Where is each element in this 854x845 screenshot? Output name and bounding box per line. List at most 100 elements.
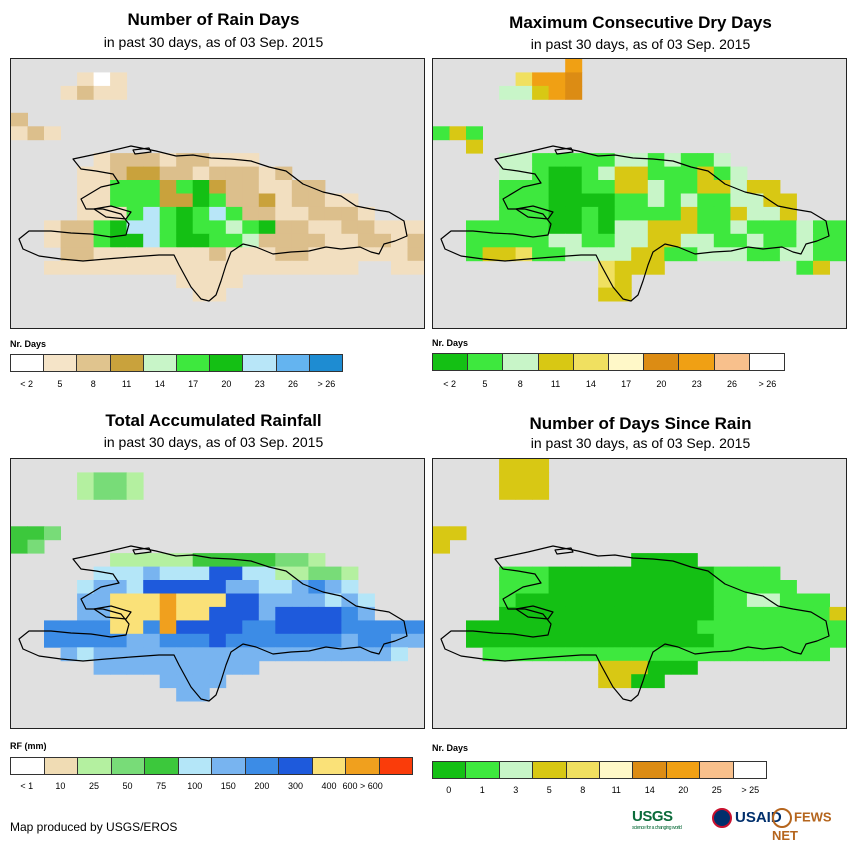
grid-cell bbox=[449, 526, 467, 541]
grid-cell bbox=[713, 166, 731, 181]
panel-title: Number of Days Since Rain bbox=[529, 414, 752, 433]
grid-cell bbox=[258, 647, 276, 662]
grid-cell bbox=[499, 566, 517, 581]
grid-cell bbox=[499, 647, 517, 662]
grid-cell bbox=[126, 472, 144, 487]
grid-cell bbox=[192, 566, 210, 581]
grid-cell bbox=[209, 580, 227, 594]
grid-cell bbox=[614, 660, 632, 675]
grid-cell bbox=[647, 553, 665, 567]
grid-cell bbox=[192, 647, 210, 662]
legend-tick-label: 200 bbox=[254, 781, 270, 791]
grid-cell bbox=[813, 593, 830, 608]
grid-cell bbox=[225, 166, 243, 181]
grid-cell bbox=[746, 193, 764, 208]
islet-outline bbox=[132, 147, 152, 155]
grid-cell bbox=[258, 193, 276, 208]
grid-cell bbox=[225, 566, 243, 581]
map-canvas bbox=[433, 59, 846, 302]
grid-cell bbox=[242, 260, 260, 275]
grid-cell bbox=[77, 206, 95, 221]
fews-net-logo: FEWS NET bbox=[772, 808, 844, 843]
grid-cell bbox=[60, 633, 78, 648]
grid-cell bbox=[209, 593, 227, 608]
grid-cell bbox=[308, 553, 326, 567]
legend-swatch bbox=[503, 354, 539, 370]
grid-cell bbox=[93, 166, 111, 181]
grid-cell bbox=[746, 606, 764, 621]
legend-tick-label: 14 bbox=[644, 785, 655, 795]
grid-cell bbox=[176, 166, 194, 181]
grid-cell bbox=[548, 220, 566, 235]
grid-cell bbox=[647, 606, 665, 621]
grid-cell bbox=[110, 260, 128, 275]
grid-cell bbox=[242, 220, 260, 235]
grid-cell bbox=[499, 220, 517, 235]
legend-bar bbox=[10, 757, 413, 775]
grid-cell bbox=[159, 593, 177, 608]
grid-cell bbox=[581, 606, 599, 621]
grid-cell bbox=[482, 233, 500, 248]
grid-cell bbox=[110, 553, 128, 567]
usgs-tagline: science for a changing world bbox=[632, 825, 682, 831]
grid-cell bbox=[176, 620, 194, 635]
grid-cell bbox=[341, 206, 359, 221]
legend-swatch bbox=[468, 354, 504, 370]
grid-cell bbox=[581, 166, 599, 181]
grid-cell bbox=[176, 153, 194, 167]
grid-cell bbox=[308, 593, 326, 608]
grid-cell bbox=[176, 674, 194, 689]
legend-bar bbox=[10, 354, 343, 372]
grid-cell bbox=[77, 85, 95, 100]
grid-cell bbox=[548, 647, 566, 662]
grid-cell bbox=[77, 247, 95, 262]
grid-cell bbox=[308, 620, 326, 635]
panel-subtitle: in past 30 days, as of 03 Sep. 2015 bbox=[103, 34, 324, 50]
grid-cell bbox=[324, 220, 342, 235]
grid-cell bbox=[143, 566, 161, 581]
grid-cell bbox=[614, 220, 632, 235]
grid-cell bbox=[730, 580, 748, 594]
grid-cell bbox=[291, 566, 309, 581]
grid-cell bbox=[647, 580, 665, 594]
grid-cell bbox=[126, 153, 144, 167]
grid-cell bbox=[159, 647, 177, 662]
grid-cell bbox=[291, 233, 309, 248]
grid-cell bbox=[225, 620, 243, 635]
grid-cell bbox=[779, 193, 797, 208]
grid-cell bbox=[357, 593, 375, 608]
legend-title: Nr. Days bbox=[432, 338, 469, 348]
legend-swatch bbox=[78, 758, 112, 774]
grid-cell bbox=[192, 593, 210, 608]
grid-cell bbox=[159, 580, 177, 594]
grid-cell bbox=[631, 660, 649, 675]
grid-cell bbox=[324, 580, 342, 594]
grid-cell bbox=[126, 260, 144, 275]
grid-cell bbox=[308, 247, 326, 262]
grid-cell bbox=[713, 566, 731, 581]
grid-cell bbox=[466, 126, 483, 141]
grid-cell bbox=[341, 566, 359, 581]
grid-cell bbox=[159, 660, 177, 675]
grid-cell bbox=[291, 633, 309, 648]
grid-cell bbox=[548, 620, 566, 635]
grid-cell bbox=[176, 553, 194, 567]
legend-tick-label: 25 bbox=[88, 781, 99, 791]
grid-cell bbox=[730, 193, 748, 208]
grid-cell bbox=[93, 472, 111, 487]
grid-cell bbox=[499, 485, 517, 500]
grid-cell bbox=[647, 660, 665, 675]
grid-cell bbox=[466, 633, 483, 648]
grid-cell bbox=[532, 633, 550, 648]
grid-cell bbox=[308, 647, 326, 662]
legend-tick-label: 3 bbox=[513, 785, 519, 795]
grid-cell bbox=[581, 247, 599, 262]
grid-cell bbox=[77, 620, 95, 635]
grid-cell bbox=[44, 233, 61, 248]
grid-cell bbox=[159, 606, 177, 621]
grid-cell bbox=[209, 633, 227, 648]
legend-tick-label: 26 bbox=[288, 379, 299, 389]
grid-cell bbox=[93, 193, 111, 208]
usgs-logo-text: USGS bbox=[632, 808, 673, 825]
grid-cell bbox=[77, 580, 95, 594]
